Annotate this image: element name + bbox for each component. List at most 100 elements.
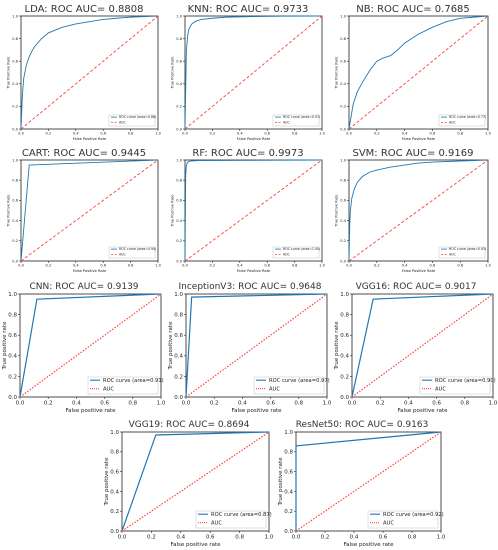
x-tick-label: 0.8 [457, 132, 463, 136]
y-tick-label: 0.8 [176, 37, 182, 41]
x-tick-label: 0.0 [18, 132, 24, 136]
chart-plot: 0.0 0.2 0.4 0.6 0.8 1.0 0.0 0.2 0.4 0.6 0.8 1.0 Fals… [168, 292, 332, 414]
y-tick-label: 1.0 [176, 14, 182, 18]
x-tick-label: 0.6 [430, 132, 436, 136]
y-axis-label: True Positive Rate [171, 194, 175, 228]
chart-plot: 0.0 0.2 0.4 0.6 0.8 1.0 0.0 0.2 0.4 0.6 0.8 1.0 Fals… [335, 14, 492, 141]
y-tick-label: 0.6 [12, 199, 18, 203]
y-tick-label: 1.0 [8, 292, 17, 298]
plot-frame [184, 15, 323, 130]
legend-box [272, 114, 320, 127]
y-tick-label: 0.6 [176, 199, 182, 203]
legend-box [272, 246, 320, 259]
x-tick-label: 0.2 [374, 264, 380, 268]
x-tick-label: 0.8 [128, 401, 137, 407]
y-tick-label: 0.2 [110, 509, 119, 515]
chance-line [184, 15, 323, 130]
y-tick-label: 0.0 [12, 259, 18, 263]
x-axis-label: False Positive Rate [402, 137, 436, 141]
y-tick-label: 0.2 [12, 105, 18, 109]
x-tick-label: 0.0 [292, 535, 301, 541]
x-tick-label: 0.4 [73, 132, 79, 136]
y-tick-label: 0.0 [12, 127, 18, 131]
legend-label: AUC [435, 386, 446, 392]
legend-label: AUC [119, 121, 127, 125]
x-tick-label: 0.8 [460, 401, 469, 407]
x-axis-label: False Positive Rate [237, 137, 271, 141]
roc-curve-line [19, 293, 162, 398]
legend-label: AUC [283, 121, 291, 125]
legend-box [195, 510, 267, 529]
y-tick-label: 0.8 [12, 37, 18, 41]
x-tick-label: 0.6 [264, 132, 270, 136]
y-tick-label: 1.0 [12, 14, 18, 18]
x-tick-label: 0.0 [18, 264, 24, 268]
y-axis-label: True positive rate [104, 457, 110, 507]
chance-line [351, 293, 494, 398]
chart-panel-cart: CART: ROC AUC= 0.9445 0.0 0.2 0.4 0.6 0.8 1.0… [6, 146, 162, 274]
x-tick-label: 0.6 [100, 401, 109, 407]
y-tick-label: 0.0 [176, 259, 182, 263]
roc-curve-line [348, 159, 489, 262]
x-tick-label: 0.0 [182, 132, 188, 136]
plot-frame [348, 15, 489, 130]
legend-label: AUC [269, 386, 280, 392]
roc-curve-line [20, 159, 159, 262]
y-tick-label: 0.0 [176, 127, 182, 131]
y-tick-label: 0.2 [340, 105, 346, 109]
chart-plot: 0.0 0.2 0.4 0.6 0.8 1.0 0.0 0.2 0.4 0.6 0.8 1.0 Fals… [278, 430, 446, 548]
chart-panel-knn: KNN: ROC AUC= 0.9733 0.0 0.2 0.4 0.6 0.8 1.0 0… [170, 2, 326, 142]
y-tick-label: 0.2 [12, 239, 18, 243]
legend-box [87, 376, 159, 395]
x-axis-label: False positive rate [65, 408, 116, 414]
x-tick-label: 0.4 [72, 401, 81, 407]
y-axis-label: True Positive Rate [335, 194, 339, 228]
x-tick-label: 0.2 [374, 132, 380, 136]
legend-label: ROC curve (area=0.92) [383, 512, 444, 518]
legend-label: ROC curve (area=0.94) [119, 247, 156, 251]
chart-panel-resnet50: ResNet50: ROC AUC= 0.9163 0.0 0.2 0.4 0.6 0.… [278, 418, 446, 548]
chart-title: VGG16: ROC AUC= 0.9017 [355, 282, 477, 292]
chance-line [295, 431, 442, 532]
x-tick-label: 0.2 [147, 535, 156, 541]
legend-label: AUC [383, 520, 394, 526]
x-tick-label: 1.0 [155, 264, 161, 268]
y-tick-label: 0.8 [340, 313, 349, 319]
y-tick-label: 0.6 [174, 333, 183, 339]
legend-label: AUC [103, 386, 114, 392]
chart-plot: 0.0 0.2 0.4 0.6 0.8 1.0 0.0 0.2 0.4 0.6 0.8 1.0 Fals… [2, 292, 166, 414]
y-tick-label: 0.8 [176, 178, 182, 182]
y-axis-label: True Positive Rate [335, 56, 339, 90]
chart-plot: 0.0 0.2 0.4 0.6 0.8 1.0 0.0 0.2 0.4 0.6 0.8 1.0 Fals… [335, 158, 492, 273]
y-tick-label: 0.8 [110, 450, 119, 456]
x-tick-label: 0.0 [346, 132, 352, 136]
chance-line [348, 159, 489, 262]
x-tick-label: 0.6 [206, 535, 215, 541]
x-tick-label: 0.6 [430, 264, 436, 268]
x-tick-label: 1.0 [437, 535, 446, 541]
chart-panel-cnn: CNN: ROC AUC= 0.9139 0.0 0.2 0.4 0.6 0.8 1.0 0… [2, 280, 166, 414]
chart-panel-svm: SVM: ROC AUC= 0.9169 0.0 0.2 0.4 0.6 0.8 1.0 0… [334, 146, 492, 274]
x-tick-label: 0.2 [44, 401, 53, 407]
y-tick-label: 0.0 [284, 529, 293, 535]
x-tick-label: 0.4 [402, 264, 408, 268]
x-tick-label: 1.0 [155, 132, 161, 136]
x-tick-label: 0.8 [292, 132, 298, 136]
x-tick-label: 1.0 [157, 401, 166, 407]
x-tick-label: 1.0 [485, 264, 491, 268]
chart-panel-lda: LDA: ROC AUC= 0.8808 0.0 0.2 0.4 0.6 0.8 1.0 0… [6, 2, 162, 142]
x-tick-label: 1.0 [489, 401, 498, 407]
y-tick-label: 1.0 [340, 292, 349, 298]
plot-frame [19, 293, 162, 398]
x-axis-label: False Positive Rate [237, 269, 271, 273]
x-tick-label: 0.8 [128, 264, 134, 268]
x-tick-label: 0.4 [176, 535, 185, 541]
y-tick-label: 0.8 [8, 313, 17, 319]
y-tick-label: 0.4 [340, 354, 349, 360]
y-tick-label: 0.6 [340, 59, 346, 63]
legend-box [108, 114, 156, 127]
roc-curve-line [20, 15, 159, 130]
legend-box [438, 246, 486, 259]
y-tick-label: 0.2 [284, 509, 293, 515]
y-tick-label: 0.6 [110, 470, 119, 476]
